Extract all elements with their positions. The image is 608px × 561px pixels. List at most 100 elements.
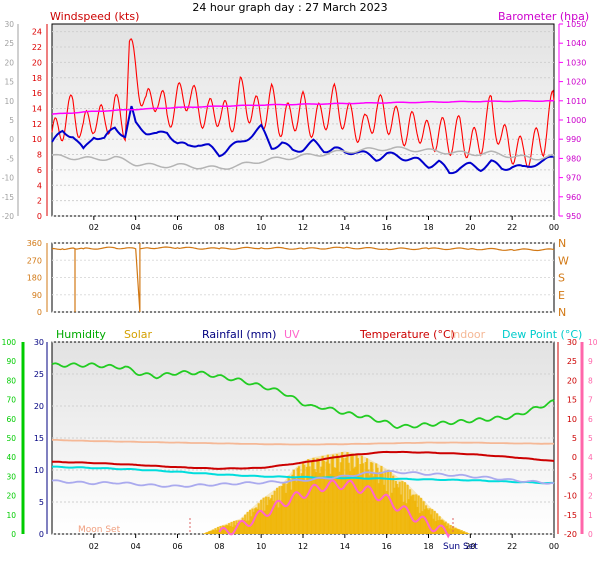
- legend-rainfall: Rainfall (mm): [202, 328, 276, 341]
- windspeed-tick-label: 18: [32, 74, 42, 83]
- legend-humidity: Humidity: [56, 328, 106, 341]
- gray-axis-tick-label: -5: [7, 154, 15, 163]
- rainfall-tick-label: 20: [34, 402, 44, 411]
- gray-axis-tick-label: 25: [4, 39, 14, 48]
- windspeed-tick-label: 14: [32, 104, 42, 113]
- direction-series: [51, 243, 555, 313]
- thermo-x-tick-label: 14: [340, 542, 350, 551]
- humidity-tick-label: 90: [6, 357, 16, 366]
- humidity-tick-label: 0: [11, 530, 16, 539]
- barometer-tick-label: 1010: [566, 97, 586, 106]
- gray-axis-tick-label: 0: [9, 135, 14, 144]
- barometer-tick-label: 960: [566, 193, 581, 202]
- wind-x-tick-label: 12: [298, 223, 308, 232]
- thermo-x-tick-label: 16: [382, 542, 392, 551]
- legend-windspeed: Windspeed (kts): [50, 10, 139, 23]
- gray-axis-tick-label: 20: [4, 58, 14, 67]
- humidity-tick-label: 100: [2, 338, 17, 347]
- uv-tick-label: 4: [588, 453, 593, 462]
- wind-x-tick-label: 08: [214, 223, 224, 232]
- rainfall-tick-label: 0: [39, 530, 44, 539]
- temperature-tick-label: 25: [567, 357, 577, 366]
- uv-tick-label: 6: [588, 415, 593, 424]
- windspeed-tick-label: 22: [32, 43, 42, 52]
- wind-plot-area: [51, 23, 555, 217]
- thermo-series-lav: [51, 470, 555, 488]
- temperature-tick-label: -5: [569, 472, 577, 481]
- thermo-series-dew: [51, 465, 555, 485]
- rainfall-tick-label: 15: [34, 434, 44, 443]
- direction-tick-label: 90: [32, 291, 42, 300]
- thermo-series-uv: [218, 479, 451, 539]
- uv-tick-label: 8: [588, 376, 593, 385]
- wind-x-tick-label: 22: [507, 223, 517, 232]
- uv-tick-label: 10: [588, 338, 598, 347]
- humidity-tick-label: 70: [6, 396, 16, 405]
- rainfall-tick-label: 25: [34, 370, 44, 379]
- thermo-x-tick-label: 20: [465, 542, 475, 551]
- compass-label: N: [558, 306, 566, 319]
- thermo-series-temp: [52, 450, 555, 470]
- barometer-tick-label: 1020: [566, 78, 586, 87]
- windspeed-tick-label: 20: [32, 58, 42, 67]
- thermo-x-tick-label: 06: [172, 542, 182, 551]
- rainfall-tick-label: 30: [34, 338, 44, 347]
- windspeed-tick-label: 4: [37, 181, 42, 190]
- thermo-x-tick-label: 10: [256, 542, 266, 551]
- thermo-x-tick-label: 12: [298, 542, 308, 551]
- direction-tick-label: 270: [27, 256, 42, 265]
- wind-series-avg: [51, 105, 555, 175]
- legend-dewpoint: Dew Point (°C): [502, 328, 582, 341]
- legend-uv: UV: [284, 328, 300, 341]
- windspeed-tick-label: 16: [32, 89, 42, 98]
- humidity-tick-label: 30: [6, 472, 16, 481]
- rainfall-tick-label: 5: [39, 498, 44, 507]
- wind-x-tick-label: 14: [340, 223, 350, 232]
- wind-series-baro: [51, 99, 555, 115]
- barometer-tick-label: 1040: [566, 39, 586, 48]
- uv-tick-label: 1: [588, 511, 593, 520]
- humidity-tick-label: 60: [6, 415, 16, 424]
- rainfall-tick-label: 10: [34, 466, 44, 475]
- compass-label: E: [558, 289, 565, 302]
- humidity-tick-label: 40: [6, 453, 16, 462]
- wind-x-tick-label: 18: [423, 223, 433, 232]
- humidity-tick-label: 80: [6, 376, 16, 385]
- humidity-tick-label: 50: [6, 434, 16, 443]
- temperature-tick-label: 0: [572, 453, 577, 462]
- legend-indoor: Indoor: [450, 328, 486, 341]
- temperature-tick-label: 15: [567, 396, 577, 405]
- compass-label: W: [558, 254, 569, 267]
- thermo-series-hum: [51, 362, 555, 430]
- temperature-tick-label: -10: [564, 492, 577, 501]
- thermo-x-tick-label: 18: [423, 542, 433, 551]
- uv-tick-label: 0: [588, 530, 593, 539]
- barometer-tick-label: 1030: [566, 58, 586, 67]
- direction-plot-area: [51, 242, 555, 313]
- windspeed-tick-label: 8: [37, 151, 42, 160]
- thermo-x-tick-label: 22: [507, 542, 517, 551]
- barometer-tick-label: 1000: [566, 116, 586, 125]
- humidity-tick-label: 10: [6, 511, 16, 520]
- compass-label: N: [558, 237, 566, 250]
- gray-axis-tick-label: 10: [4, 97, 14, 106]
- gray-axis-tick-label: 5: [9, 116, 14, 125]
- wind-x-tick-label: 04: [131, 223, 141, 232]
- temperature-tick-label: 5: [572, 434, 577, 443]
- temperature-tick-label: -20: [564, 530, 577, 539]
- windspeed-tick-label: 24: [32, 28, 42, 37]
- wind-x-tick-label: 06: [172, 223, 182, 232]
- uv-tick-label: 7: [588, 396, 593, 405]
- wind-x-tick-label: 00: [549, 223, 559, 232]
- wind-x-tick-label: 10: [256, 223, 266, 232]
- barometer-tick-label: 950: [566, 212, 581, 221]
- temperature-tick-label: 10: [567, 415, 577, 424]
- windspeed-tick-label: 6: [37, 166, 42, 175]
- thermo-series-indoor: [52, 438, 555, 446]
- thermo-x-tick-label: 08: [214, 542, 224, 551]
- uv-tick-label: 9: [588, 357, 593, 366]
- uv-tick-label: 3: [588, 472, 593, 481]
- legend-barometer: Barometer (hpa): [498, 10, 589, 23]
- wind-series-gust: [51, 38, 555, 169]
- windspeed-tick-label: 12: [32, 120, 42, 129]
